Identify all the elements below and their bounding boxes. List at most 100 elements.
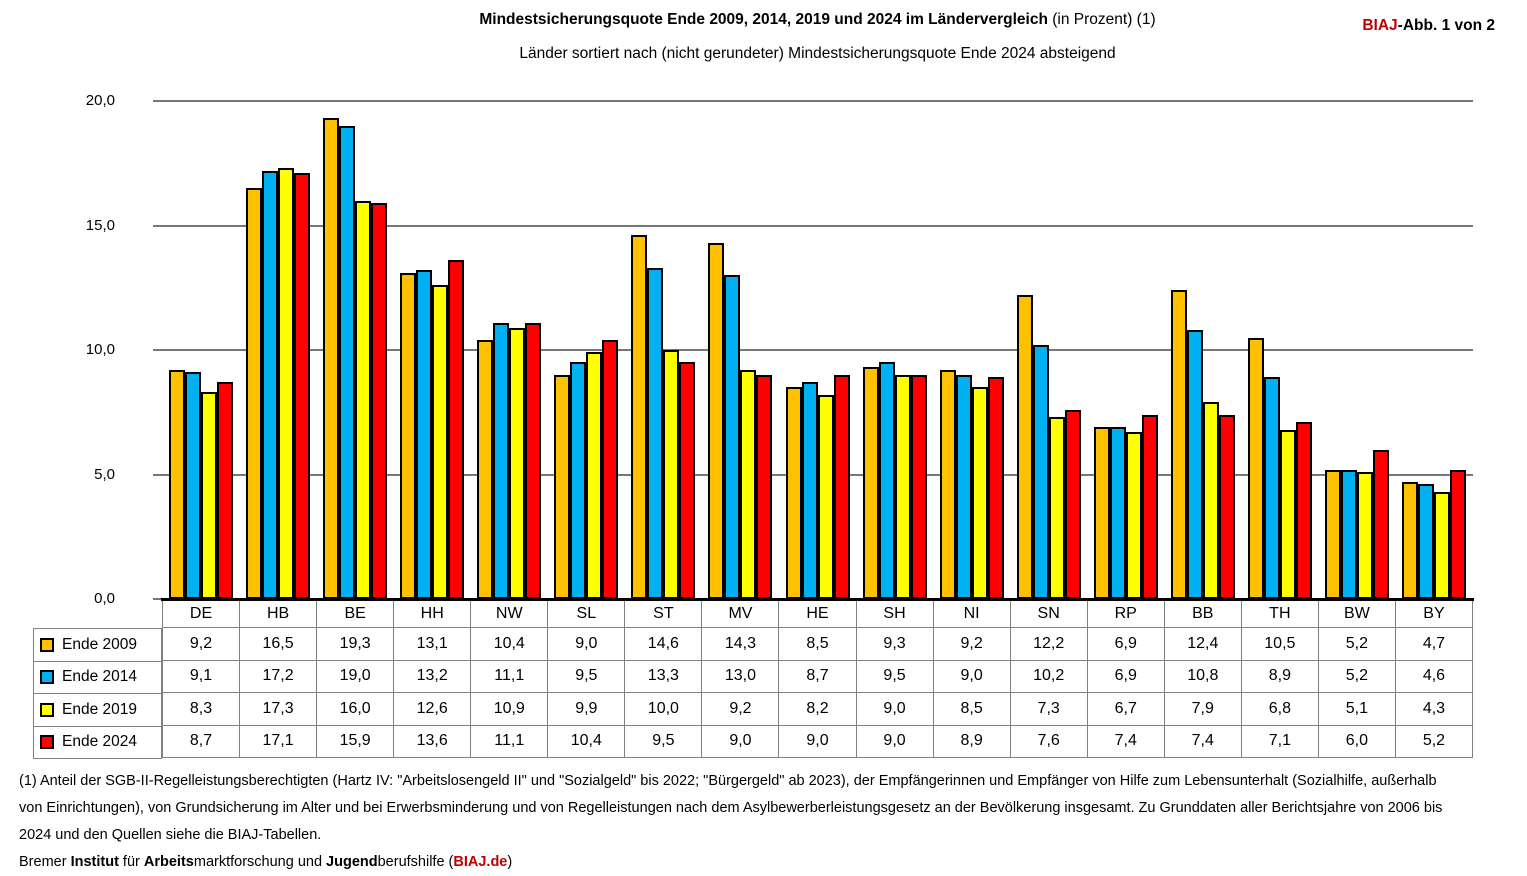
value-cell: 9,0 xyxy=(702,725,780,758)
legend-label: Ende 2009 xyxy=(62,635,137,653)
footnote-line-1: (1) Anteil der SGB-II-Regelleistungsbere… xyxy=(19,773,1437,789)
legend-label: Ende 2024 xyxy=(62,733,137,751)
y-axis-label: 20,0 xyxy=(85,92,115,109)
bar-SL-ende-2014 xyxy=(570,362,587,599)
value-cell: 9,2 xyxy=(163,628,241,661)
legend-item: Ende 2014 xyxy=(34,661,162,694)
legend: Ende 2009 Ende 2014 Ende 2019 Ende 2024 xyxy=(33,628,162,759)
bar-BB-ende-2024 xyxy=(1219,414,1236,599)
value-cell: 9,0 xyxy=(856,693,934,726)
bar-BB-ende-2009 xyxy=(1171,290,1188,599)
bar-RP-ende-2009 xyxy=(1093,427,1110,599)
value-cell: 9,2 xyxy=(702,693,780,726)
value-cell: 8,9 xyxy=(1241,660,1319,693)
value-cell: 9,0 xyxy=(856,725,934,758)
value-cell: 8,5 xyxy=(779,628,857,661)
y-axis-label: 0,0 xyxy=(94,590,115,607)
bar-HH-ende-2024 xyxy=(447,260,464,599)
value-cell: 9,2 xyxy=(933,628,1011,661)
value-cell: 19,3 xyxy=(317,628,395,661)
value-cell: 7,6 xyxy=(1010,725,1088,758)
bar-RP-ende-2024 xyxy=(1141,414,1158,599)
value-cell: 15,9 xyxy=(317,725,395,758)
category-header: BY xyxy=(1395,601,1473,628)
bar-SN-ende-2024 xyxy=(1064,409,1081,599)
bar-NW-ende-2014 xyxy=(493,322,510,599)
legend-label: Ende 2014 xyxy=(62,668,137,686)
value-cell: 7,3 xyxy=(1010,693,1088,726)
bar-ST-ende-2009 xyxy=(631,235,648,599)
legend-item: Ende 2019 xyxy=(34,694,162,727)
value-cell: 5,2 xyxy=(1318,628,1396,661)
legend-key-icon xyxy=(40,637,54,652)
bar-NI-ende-2024 xyxy=(987,377,1004,599)
figure-badge: BIAJ-Abb. 1 von 2 xyxy=(1362,17,1495,35)
category-header: HB xyxy=(240,601,318,628)
credit-line: Bremer Institut für Arbeitsmarktforschun… xyxy=(19,849,1524,876)
value-cell: 9,0 xyxy=(779,725,857,758)
bar-NW-ende-2009 xyxy=(477,340,494,599)
bar-DE-ende-2024 xyxy=(216,382,233,599)
value-cell: 4,3 xyxy=(1395,693,1473,726)
bar-SN-ende-2014 xyxy=(1032,345,1049,599)
footnote-line-3: 2024 und den Quellen siehe die BIAJ-Tabe… xyxy=(19,827,322,843)
value-cell: 13,2 xyxy=(394,660,472,693)
value-cell: 14,3 xyxy=(702,628,780,661)
value-cell: 6,8 xyxy=(1241,693,1319,726)
bar-ST-ende-2019 xyxy=(663,350,680,599)
bar-HB-ende-2009 xyxy=(245,188,262,599)
category-header: HE xyxy=(779,601,857,628)
bar-BE-ende-2019 xyxy=(354,200,371,599)
category-header: SH xyxy=(856,601,934,628)
bar-SH-ende-2009 xyxy=(862,367,879,599)
credit-text: Jugend xyxy=(326,854,378,870)
y-axis-tick xyxy=(153,224,162,227)
value-cell: 10,5 xyxy=(1241,628,1319,661)
bar-BY-ende-2024 xyxy=(1450,469,1467,599)
bar-TH-ende-2024 xyxy=(1296,422,1313,599)
bar-BE-ende-2024 xyxy=(370,203,387,599)
value-cell: 10,9 xyxy=(471,693,549,726)
value-cell: 13,3 xyxy=(625,660,703,693)
bar-TH-ende-2014 xyxy=(1264,377,1281,599)
bar-SL-ende-2009 xyxy=(554,374,571,599)
value-cell: 13,6 xyxy=(394,725,472,758)
value-cell: 7,4 xyxy=(1087,725,1165,758)
value-cell: 7,9 xyxy=(1164,693,1242,726)
bar-BW-ende-2024 xyxy=(1373,449,1390,599)
bar-NI-ende-2019 xyxy=(971,387,988,599)
value-cell: 11,1 xyxy=(471,660,549,693)
bar-TH-ende-2009 xyxy=(1248,337,1265,599)
bar-BW-ende-2014 xyxy=(1341,469,1358,599)
value-cell: 5,2 xyxy=(1395,725,1473,758)
value-cell: 4,7 xyxy=(1395,628,1473,661)
value-cell: 8,9 xyxy=(933,725,1011,758)
category-header: SN xyxy=(1010,601,1088,628)
bar-BE-ende-2014 xyxy=(338,125,355,599)
value-cell: 7,1 xyxy=(1241,725,1319,758)
value-cell: 5,2 xyxy=(1318,660,1396,693)
bar-SN-ende-2009 xyxy=(1016,295,1033,599)
credit-text: Arbeits xyxy=(143,854,194,870)
value-cell: 9,3 xyxy=(856,628,934,661)
bar-TH-ende-2019 xyxy=(1280,429,1297,599)
bar-NW-ende-2024 xyxy=(525,322,542,599)
bar-BE-ende-2009 xyxy=(322,118,339,599)
value-cell: 17,3 xyxy=(240,693,318,726)
value-cell: 8,3 xyxy=(163,693,241,726)
bar-BY-ende-2009 xyxy=(1402,481,1419,599)
value-cell: 5,1 xyxy=(1318,693,1396,726)
credit-text: Institut xyxy=(70,854,119,870)
value-cell: 9,0 xyxy=(933,660,1011,693)
value-cell: 6,7 xyxy=(1087,693,1165,726)
legend-key-icon xyxy=(40,735,54,750)
value-cell: 10,4 xyxy=(471,628,549,661)
data-table: DE HB BE HH NW SL ST MV HE SH NI SN RP BB TH BW BY 9,2 16,… xyxy=(162,601,1473,758)
category-header: BE xyxy=(317,601,395,628)
category-header: TH xyxy=(1241,601,1319,628)
legend-item: Ende 2024 xyxy=(34,726,162,759)
bar-HB-ende-2024 xyxy=(293,173,310,599)
value-cell: 13,0 xyxy=(702,660,780,693)
category-header: NI xyxy=(933,601,1011,628)
category-header: ST xyxy=(625,601,703,628)
